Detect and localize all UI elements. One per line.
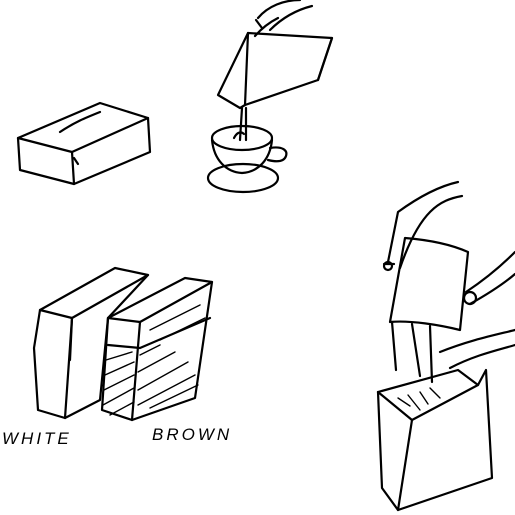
hand-pouring — [254, 0, 314, 32]
left-arm — [382, 180, 464, 272]
sugar-carton — [376, 328, 515, 512]
label-brown: BROWN — [152, 425, 232, 444]
sugar-cube-box — [16, 101, 152, 186]
pouring-bag — [388, 236, 470, 384]
pouring-sugar-box — [216, 16, 334, 110]
sugar-stream — [238, 106, 248, 142]
brown-sugar-box — [100, 276, 214, 422]
label-white: WHITE — [2, 429, 72, 448]
white-sugar-box — [32, 266, 150, 420]
tea-cup — [206, 124, 288, 194]
right-arm — [462, 250, 515, 306]
